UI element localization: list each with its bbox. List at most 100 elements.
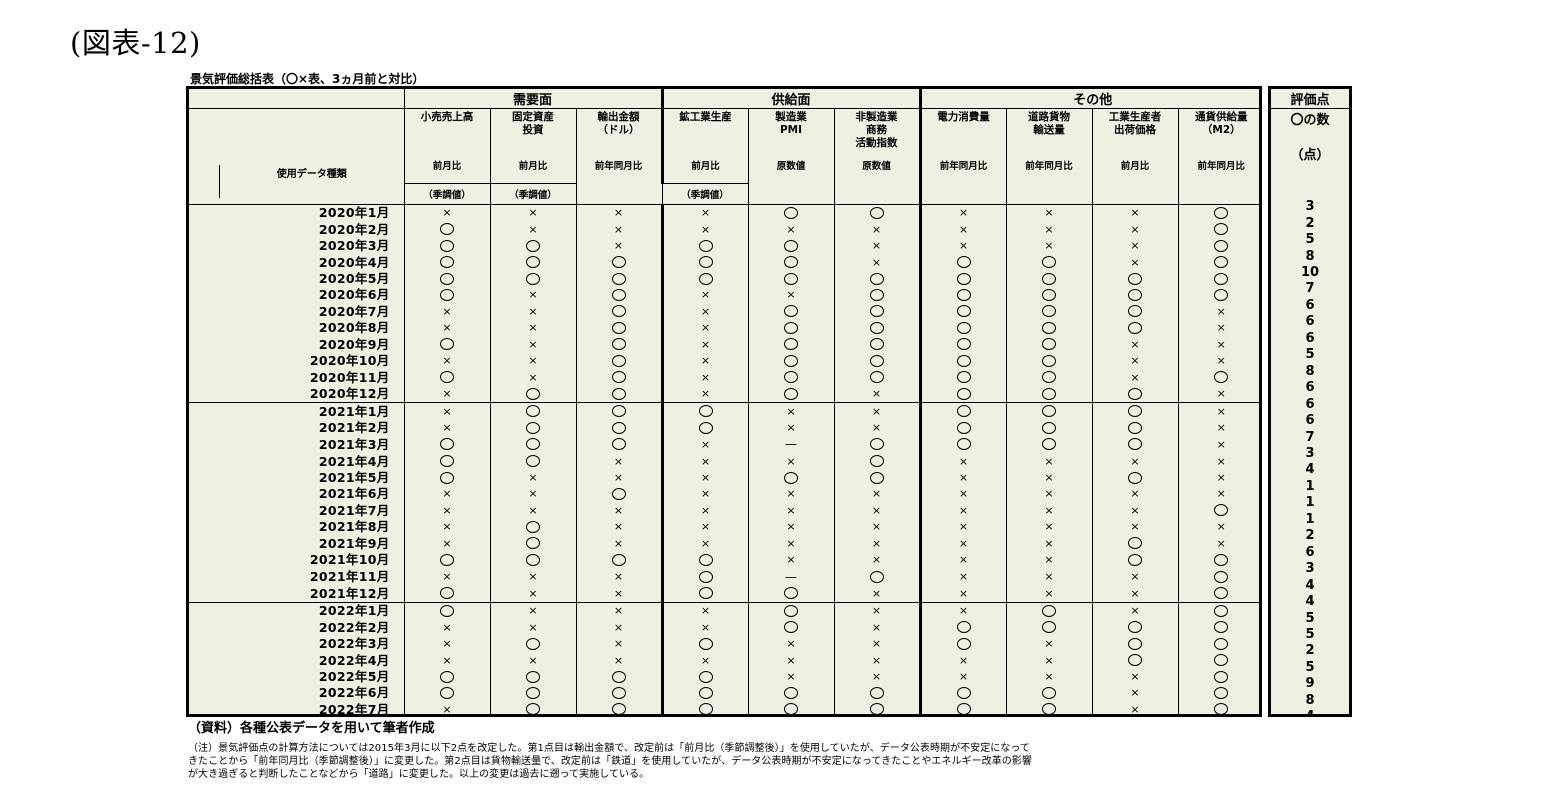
cross-mark: × bbox=[442, 404, 452, 418]
cross-mark: × bbox=[1130, 702, 1140, 716]
evaluation-cell: × bbox=[403, 535, 490, 553]
cross-mark: × bbox=[1130, 520, 1140, 534]
circle-mark bbox=[784, 371, 798, 384]
circle-mark bbox=[440, 670, 454, 683]
cross-mark: × bbox=[528, 570, 538, 584]
row-month: 2021年5月 bbox=[318, 470, 390, 486]
cross-mark: × bbox=[528, 288, 538, 302]
evaluation-cell: × bbox=[747, 502, 834, 520]
score-row: 6 bbox=[1271, 380, 1349, 396]
score-row: 8 bbox=[1271, 248, 1349, 264]
cross-mark: × bbox=[871, 404, 882, 418]
evaluation-cell: × bbox=[1091, 353, 1179, 370]
column-header: 小売売上高 bbox=[403, 108, 490, 158]
score-row: 5 bbox=[1271, 627, 1349, 643]
evaluation-cell bbox=[403, 601, 490, 620]
cross-mark: × bbox=[958, 206, 969, 220]
circle-mark bbox=[956, 621, 971, 634]
evaluation-cell bbox=[489, 436, 576, 454]
evaluation-cell: × bbox=[660, 320, 748, 337]
score-value: 6 bbox=[1305, 380, 1315, 396]
evaluation-cell bbox=[747, 685, 834, 702]
evaluation-cell: × bbox=[918, 237, 1007, 255]
table-row: 2020年11月 × × × bbox=[189, 369, 1259, 386]
evaluation-cell bbox=[1091, 419, 1179, 437]
table-row: 2020年1月 × × × × × × × bbox=[189, 204, 1259, 222]
evaluation-cell bbox=[1005, 419, 1093, 437]
evaluation-cell bbox=[1177, 502, 1259, 520]
cross-mark: × bbox=[613, 653, 624, 667]
evaluation-cell bbox=[918, 385, 1007, 403]
circle-mark bbox=[611, 354, 626, 367]
evaluation-cell: × bbox=[918, 469, 1007, 487]
evaluation-cell: × bbox=[918, 585, 1007, 603]
row-month: 2021年1月 bbox=[189, 402, 404, 420]
evaluation-cell: × bbox=[1091, 254, 1179, 271]
evaluation-cell bbox=[918, 635, 1007, 653]
cross-mark: × bbox=[958, 239, 969, 253]
evaluation-cell bbox=[489, 685, 576, 702]
circle-mark bbox=[440, 371, 454, 384]
evaluation-cell bbox=[918, 369, 1007, 386]
evaluation-cell: × bbox=[489, 469, 576, 487]
cross-mark: × bbox=[613, 620, 624, 634]
evaluation-cell bbox=[403, 336, 490, 354]
evaluation-cell bbox=[403, 436, 490, 454]
cross-mark: × bbox=[958, 586, 969, 600]
evaluation-cell bbox=[747, 320, 834, 337]
evaluation-cell: × bbox=[918, 552, 1007, 569]
cross-mark: × bbox=[786, 553, 796, 567]
group-header-other: その他 bbox=[918, 89, 1259, 109]
evaluation-cell bbox=[1177, 221, 1259, 238]
cross-mark: × bbox=[1130, 604, 1140, 618]
evaluation-cell: × bbox=[833, 585, 921, 603]
circle-mark bbox=[956, 686, 971, 699]
column-header: 通貨供給量 （M2） bbox=[1177, 108, 1259, 158]
score-row: 5 bbox=[1271, 232, 1349, 248]
circle-mark bbox=[956, 405, 971, 418]
circle-mark bbox=[956, 272, 971, 285]
circle-mark bbox=[611, 686, 626, 699]
column-unit-note: （季調値） bbox=[661, 183, 749, 205]
cross-mark: × bbox=[1130, 354, 1140, 368]
evaluation-cell bbox=[1177, 568, 1259, 586]
cross-mark: × bbox=[958, 454, 969, 468]
evaluation-cell bbox=[1005, 402, 1093, 420]
column-unit-note bbox=[833, 183, 921, 205]
evaluation-cell bbox=[1005, 701, 1093, 714]
dash-mark: — bbox=[785, 569, 797, 584]
evaluation-cell bbox=[747, 270, 834, 288]
footnote-line: が大き過ぎると判断したことなどから「道路」に変更した。以上の変更は過去に遡って実… bbox=[188, 769, 650, 780]
circle-mark bbox=[956, 438, 971, 451]
circle-mark bbox=[698, 256, 713, 269]
circle-mark bbox=[526, 537, 540, 550]
circle-mark bbox=[784, 321, 798, 334]
evaluation-cell: × bbox=[575, 619, 662, 636]
circle-mark bbox=[611, 288, 626, 301]
circle-mark bbox=[1128, 321, 1143, 334]
cross-mark: × bbox=[613, 239, 624, 253]
evaluation-cell bbox=[403, 685, 490, 702]
cross-mark: × bbox=[1044, 637, 1054, 651]
cross-mark: × bbox=[786, 222, 796, 236]
score-row: 3 bbox=[1271, 446, 1349, 462]
column-unit-note bbox=[918, 183, 1007, 205]
cross-mark: × bbox=[700, 536, 711, 550]
cross-mark: × bbox=[871, 239, 882, 253]
circle-mark bbox=[784, 206, 798, 219]
circle-mark bbox=[611, 305, 626, 318]
evaluation-cell bbox=[833, 701, 921, 714]
circle-mark bbox=[869, 305, 884, 318]
evaluation-cell: × bbox=[660, 453, 748, 470]
circle-mark bbox=[526, 239, 540, 252]
cross-mark: × bbox=[786, 670, 796, 683]
cross-mark: × bbox=[442, 536, 452, 550]
circle-mark bbox=[698, 686, 713, 699]
cross-mark: × bbox=[1044, 454, 1054, 468]
evaluation-cell: × bbox=[747, 419, 834, 437]
evaluation-cell bbox=[575, 385, 662, 403]
evaluation-cell: × bbox=[833, 668, 921, 686]
evaluation-cell bbox=[747, 353, 834, 370]
circle-mark bbox=[956, 338, 971, 351]
score-value: 4 bbox=[1305, 462, 1315, 478]
